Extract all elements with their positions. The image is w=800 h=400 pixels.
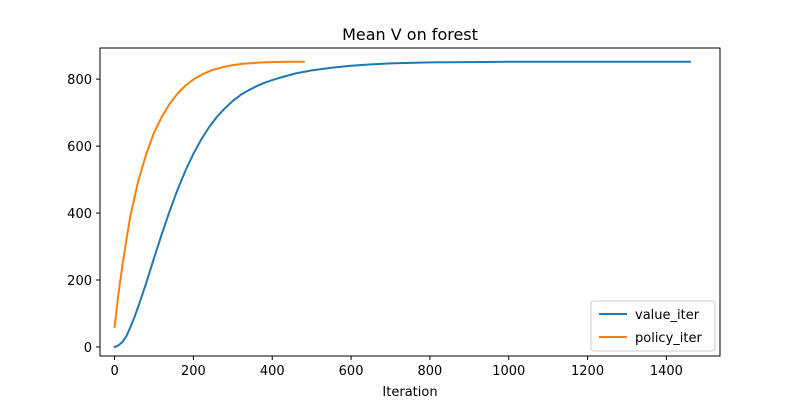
x-axis: 0 200 400 600 800 1000 1200 1400 (110, 356, 683, 379)
x-tick-label: 1400 (650, 364, 683, 379)
y-tick-label: 600 (67, 140, 92, 155)
y-tick-label: 200 (67, 274, 92, 289)
chart-title: Mean V on forest (342, 25, 478, 44)
legend: value_iter policy_iter (590, 300, 716, 352)
x-tick-label: 400 (260, 364, 285, 379)
x-tick-label: 1200 (571, 364, 604, 379)
y-tick-label: 0 (84, 341, 92, 356)
y-tick-label: 400 (67, 207, 92, 222)
x-tick-label: 1000 (492, 364, 525, 379)
series-line-policy-iter (113, 60, 305, 329)
series-line-value-iter (113, 60, 691, 349)
x-tick-label: 0 (110, 364, 118, 379)
x-tick-label: 800 (417, 364, 442, 379)
plot-area (113, 60, 691, 349)
plot-frame (99, 47, 721, 357)
x-tick-label: 200 (181, 364, 206, 379)
legend-label: value_iter (635, 308, 700, 323)
y-tick-label: 800 (67, 73, 92, 88)
x-axis-label: Iteration (382, 385, 437, 400)
legend-label: policy_iter (635, 331, 702, 346)
x-tick-label: 600 (339, 364, 364, 379)
y-axis: 0 200 400 600 800 (67, 73, 100, 356)
